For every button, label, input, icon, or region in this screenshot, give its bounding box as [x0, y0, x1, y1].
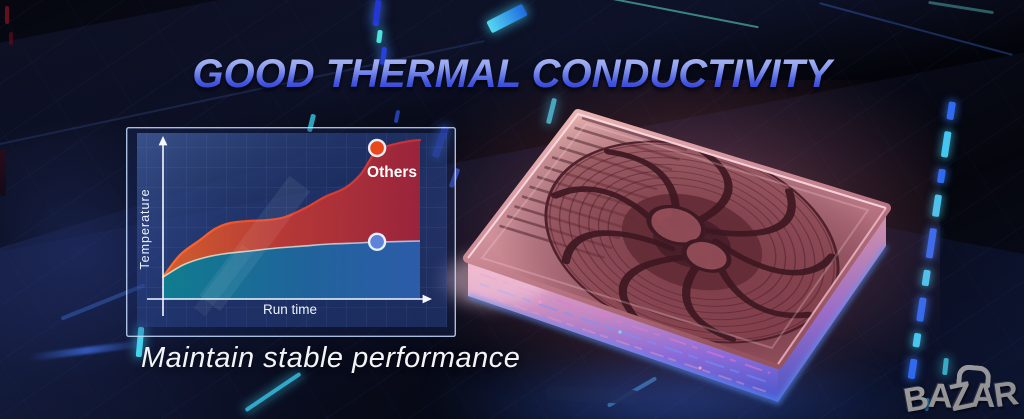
red-accent [5, 6, 9, 24]
curve-end-marker [367, 232, 387, 252]
red-accent [9, 32, 13, 45]
bag-handle-icon [956, 363, 992, 389]
x-axis-label: Run time [263, 302, 317, 317]
page-title: GOOD THERMAL CONDUCTIVITY [0, 52, 1024, 97]
red-accent [0, 150, 6, 196]
series-annotation: Others [367, 164, 417, 181]
thermal-chart: Temperature Run time Others [126, 127, 456, 337]
watermark-letter: B [900, 378, 931, 419]
caption: Maintain stable performance [141, 342, 521, 374]
watermark-letter: R [991, 374, 1021, 416]
curve-end-marker [367, 138, 387, 158]
brand-watermark: BAZAR [900, 363, 1021, 419]
y-axis-label: Temperature [138, 188, 152, 269]
